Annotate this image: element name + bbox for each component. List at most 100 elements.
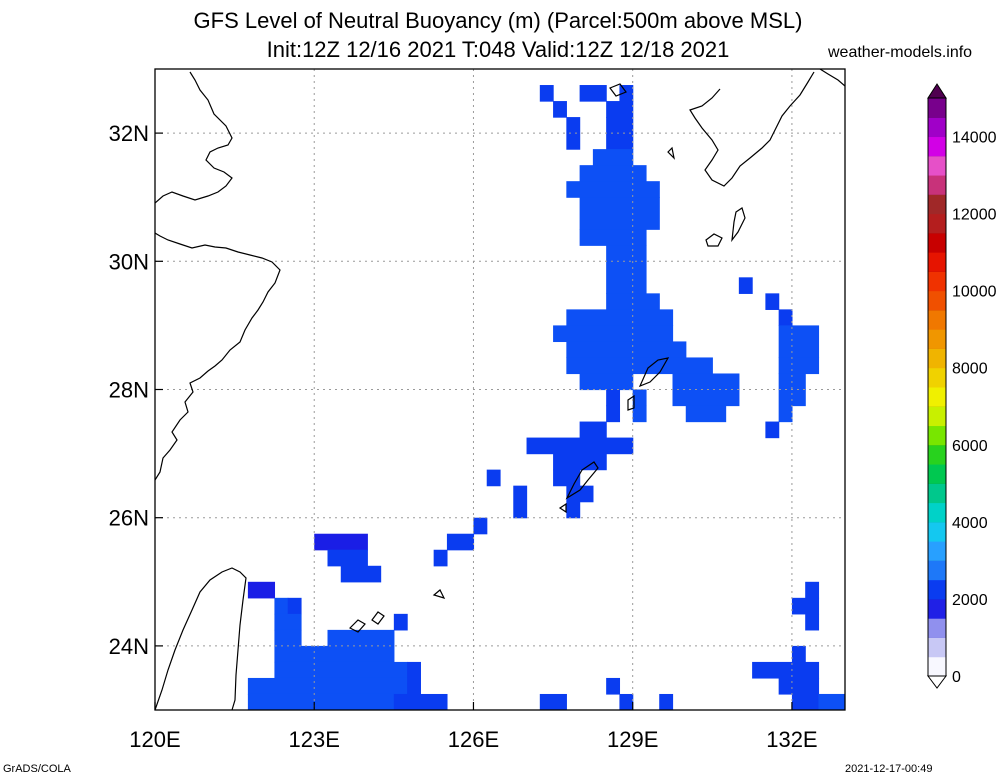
island-ishigaki: [371, 611, 385, 625]
data-cell: [579, 197, 660, 230]
data-cell: [553, 101, 567, 118]
colorbar-band: [928, 502, 946, 523]
data-cell: [287, 597, 302, 615]
colorbar-band: [928, 98, 946, 118]
colorbar-tick-label: 6000: [952, 438, 988, 455]
colorbar-tick-label: 2000: [952, 592, 988, 609]
chart-title: GFS Level of Neutral Buoyancy (m) (Parce…: [193, 8, 803, 33]
x-tick-label: 120E: [129, 727, 180, 752]
y-tick-label: 24N: [109, 634, 149, 659]
colorbar-band: [928, 232, 946, 253]
island-amami: [638, 357, 670, 388]
y-tick-label: 32N: [109, 121, 149, 146]
data-cell: [274, 613, 302, 631]
data-cell: [274, 645, 395, 663]
data-cell: [606, 101, 634, 118]
x-tick-label: 132E: [766, 727, 817, 752]
x-tick-label: 123E: [289, 727, 340, 752]
data-cell: [592, 149, 634, 166]
island-tanegashima: [731, 207, 746, 243]
data-cell: [606, 293, 660, 310]
data-cell: [778, 309, 793, 326]
data-cell: [566, 501, 581, 519]
colorbar-band: [928, 387, 946, 407]
colorbar-tick-label: 4000: [952, 515, 988, 532]
data-cell: [672, 389, 740, 407]
colorbar-tick-label: 10000: [952, 284, 997, 301]
data-cell: [606, 245, 647, 294]
island-okinawa: [565, 461, 599, 500]
data-cell: [486, 469, 501, 487]
data-cell: [327, 549, 368, 567]
colorbar-band: [928, 560, 946, 581]
data-cell: [818, 693, 845, 710]
coastlines: [155, 69, 845, 710]
y-tick-label: 30N: [109, 249, 149, 274]
data-cell: [327, 629, 395, 647]
data-cell: [274, 661, 408, 679]
colorbar-min-cap: [927, 675, 947, 689]
data-cell: [805, 613, 820, 631]
data-cell: [619, 693, 634, 710]
data-cell: [393, 693, 448, 710]
chart-subtitle: Init:12Z 12/16 2021 T:048 Valid:12Z 12/1…: [266, 37, 730, 62]
coastline-taiwan: [155, 567, 247, 710]
data-cell: [606, 117, 634, 150]
colorbar-band: [928, 136, 946, 157]
data-cell: [553, 469, 581, 487]
data-cell: [553, 453, 607, 471]
footer-right: 2021-12-17-00:49: [845, 763, 933, 775]
colorbar-band: [928, 155, 946, 176]
data-cell: [778, 677, 820, 695]
colorbar-band: [928, 464, 946, 484]
data-cell: [765, 293, 780, 310]
data-cell: [606, 677, 621, 695]
data-cell: [606, 389, 621, 407]
colorbar-band: [928, 117, 946, 138]
data-cell: [778, 389, 793, 423]
colorbar-band: [928, 194, 946, 215]
x-tick-label: 126E: [448, 727, 499, 752]
colorbar-band: [928, 290, 946, 311]
y-tick-label: 26N: [109, 506, 149, 531]
data-cell: [805, 581, 820, 599]
colorbar-band: [928, 348, 946, 369]
y-tick-label: 28N: [109, 378, 149, 403]
colorbar-tick-label: 12000: [952, 207, 997, 224]
data-cell: [526, 437, 634, 455]
colorbar-band: [928, 271, 946, 292]
island-yonaguni: [432, 589, 446, 599]
data-cell: [566, 357, 713, 375]
site-credit: weather-models.info: [828, 44, 973, 61]
colorbar-band: [928, 579, 946, 600]
colorbar-max-cap: [927, 83, 947, 99]
data-cell: [778, 373, 793, 391]
data-cell: [566, 485, 594, 503]
data-cell: [632, 389, 647, 407]
data-cell: [274, 597, 289, 615]
colorbar-band: [928, 425, 946, 446]
data-cell: [274, 629, 302, 647]
data-cell: [314, 533, 368, 551]
coastline-china: [155, 232, 281, 481]
data-cell: [778, 357, 820, 375]
colorbar-band: [928, 483, 946, 504]
coastline-kyushu: [689, 69, 845, 187]
colorbar-band: [928, 309, 946, 330]
data-cell: [513, 485, 528, 519]
data-cell: [672, 373, 740, 391]
colorbar-band: [928, 598, 946, 619]
data-cell: [566, 117, 581, 150]
data-cell: [579, 85, 607, 102]
data-cell: [791, 597, 820, 615]
colorbar-band: [928, 329, 946, 349]
colorbar-tick-label: 0: [952, 669, 961, 686]
colorbar-band: [928, 444, 946, 465]
data-cell: [539, 85, 554, 102]
coastline-yangtze: [155, 71, 233, 204]
island-yakushima: [705, 233, 723, 247]
data-cell: [579, 165, 647, 182]
data-cell: [247, 581, 276, 599]
data-cells: [247, 85, 845, 710]
data-cell: [791, 645, 806, 663]
